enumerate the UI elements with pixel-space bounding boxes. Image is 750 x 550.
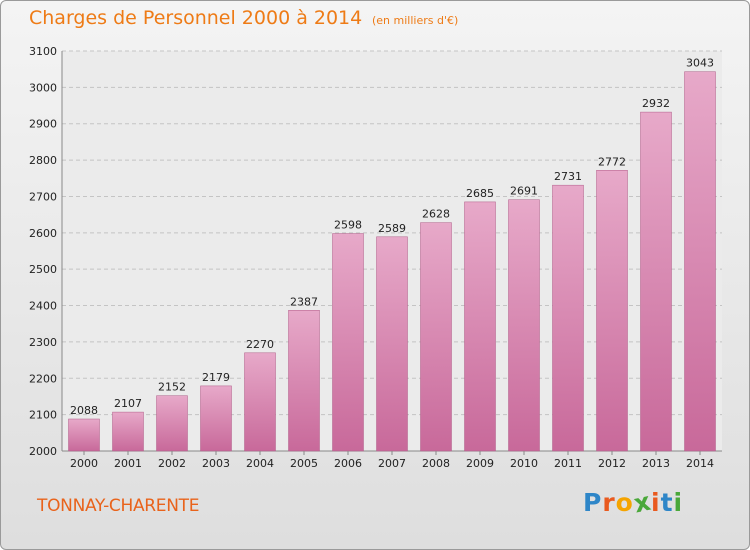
y-tick-label: 2500 xyxy=(29,263,57,276)
x-tick-label: 2012 xyxy=(598,457,626,470)
data-label: 2691 xyxy=(510,185,538,198)
logo-letter: o xyxy=(615,488,634,517)
y-tick-label: 2700 xyxy=(29,190,57,203)
y-tick-label: 2300 xyxy=(29,336,57,349)
x-tick-label: 2014 xyxy=(686,457,714,470)
data-label: 2387 xyxy=(290,295,318,308)
x-tick-label: 2008 xyxy=(422,457,450,470)
logo-letter: P xyxy=(583,488,603,517)
bar-2011 xyxy=(552,184,584,452)
x-tick-label: 2002 xyxy=(158,457,186,470)
data-label: 3043 xyxy=(686,57,714,70)
bar-2008 xyxy=(420,222,452,452)
data-label: 2270 xyxy=(246,338,274,351)
bar-2005 xyxy=(288,310,320,452)
x-tick-label: 2003 xyxy=(202,457,230,470)
x-tick-label: 2004 xyxy=(246,457,274,470)
x-tick-label: 2009 xyxy=(466,457,494,470)
y-tick-label: 3100 xyxy=(29,45,57,58)
bar-2006 xyxy=(332,233,364,452)
data-label: 2731 xyxy=(554,170,582,183)
bar-2000 xyxy=(68,418,100,452)
location-name: TONNAY-CHARENTE xyxy=(37,496,200,516)
data-label: 2628 xyxy=(422,208,450,221)
y-tick-label: 3000 xyxy=(29,81,57,94)
data-label: 2589 xyxy=(378,222,406,235)
bar-2014 xyxy=(684,71,716,452)
x-tick-label: 2001 xyxy=(114,457,142,470)
y-tick-label: 2100 xyxy=(29,409,57,422)
bar-2012 xyxy=(596,170,628,452)
chart-title: Charges de Personnel 2000 à 2014 xyxy=(29,7,363,29)
data-label: 2088 xyxy=(70,404,98,417)
x-tick-label: 2006 xyxy=(334,457,362,470)
proxiti-logo[interactable]: Proxiti xyxy=(583,487,684,519)
chart-subtitle: (en milliers d'€) xyxy=(372,14,459,27)
y-tick-label: 2200 xyxy=(29,372,57,385)
logo-letter: t xyxy=(660,488,674,517)
logo-letter: r xyxy=(602,488,616,517)
data-label: 2152 xyxy=(158,381,186,394)
bar-2007 xyxy=(376,236,408,452)
bar-2013 xyxy=(640,111,672,452)
y-tick-label: 2600 xyxy=(29,227,57,240)
y-tick-label: 2900 xyxy=(29,118,57,131)
data-label: 2179 xyxy=(202,371,230,384)
data-label: 2772 xyxy=(598,155,626,168)
bar-2009 xyxy=(464,201,496,452)
x-tick-label: 2005 xyxy=(290,457,318,470)
x-tick-label: 2000 xyxy=(70,457,98,470)
bar-2002 xyxy=(156,395,188,452)
bar-2001 xyxy=(112,411,144,452)
y-tick-label: 2800 xyxy=(29,154,57,167)
x-tick-label: 2007 xyxy=(378,457,406,470)
x-tick-label: 2010 xyxy=(510,457,538,470)
data-label: 2107 xyxy=(114,397,142,410)
data-label: 2598 xyxy=(334,219,362,232)
x-tick-label: 2013 xyxy=(642,457,670,470)
data-label: 2932 xyxy=(642,97,670,110)
x-tick-label: 2011 xyxy=(554,457,582,470)
y-tick-label: 2400 xyxy=(29,300,57,313)
data-label: 2685 xyxy=(466,187,494,200)
logo-letter: i xyxy=(651,488,661,517)
logo-letter: i xyxy=(673,488,684,517)
bar-2010 xyxy=(508,199,540,452)
bar-2004 xyxy=(244,352,276,452)
bar-2003 xyxy=(200,385,232,452)
y-tick-label: 2000 xyxy=(29,445,57,458)
